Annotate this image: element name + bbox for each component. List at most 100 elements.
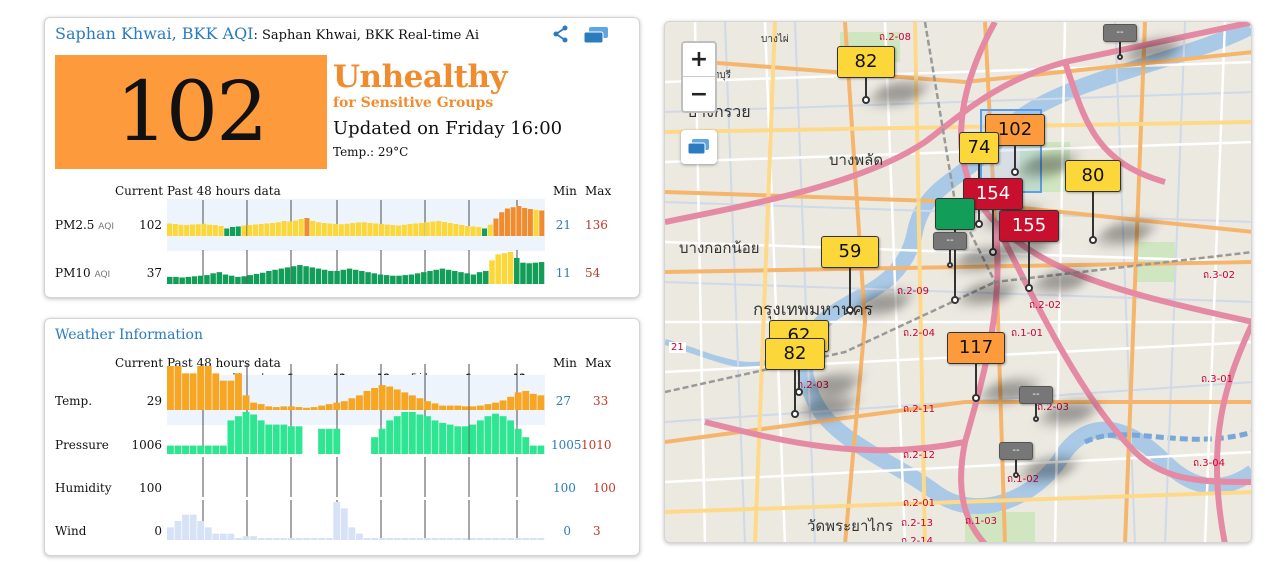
zoom-in-button[interactable]: +	[683, 43, 715, 77]
marker-aqi-value[interactable]: 59	[821, 236, 879, 268]
weather-row-sparkline[interactable]	[167, 457, 545, 497]
marker-aqi-value[interactable]: --	[1019, 386, 1053, 404]
aqi-level: Unhealthy	[333, 59, 508, 95]
data-bar	[327, 223, 333, 236]
data-bar	[297, 265, 303, 284]
data-bar	[174, 445, 182, 454]
data-bar	[408, 538, 416, 540]
weather-row-sparkline[interactable]	[167, 364, 545, 410]
data-bar	[167, 276, 173, 284]
map-place-label: บางพลัด	[829, 151, 884, 169]
data-bar	[401, 224, 407, 236]
data-bar	[280, 538, 288, 540]
data-bar	[445, 269, 452, 284]
marker-aqi-value[interactable]: --	[933, 232, 967, 250]
data-bar	[287, 538, 295, 540]
data-bar	[174, 521, 182, 540]
data-bar	[348, 398, 356, 410]
data-bar	[310, 407, 318, 410]
header-min: Min	[553, 184, 577, 198]
pm25-min: 21	[555, 218, 571, 232]
data-bar	[427, 270, 433, 284]
data-bar	[431, 403, 439, 410]
data-bar	[378, 538, 386, 540]
map-place-label: กรุงเทพมหานคร	[753, 300, 874, 320]
marker-aqi-value[interactable]: 82	[837, 46, 895, 78]
data-bar	[197, 521, 205, 540]
data-bar	[216, 272, 223, 284]
pm25-current: 102	[139, 218, 162, 232]
data-bar	[348, 527, 356, 540]
data-bar	[265, 538, 273, 540]
marker-stem	[1015, 460, 1017, 476]
layers-icon[interactable]	[583, 26, 609, 44]
data-bar	[424, 416, 431, 454]
data-bar	[315, 222, 321, 236]
data-bar	[499, 212, 505, 236]
data-bar	[439, 268, 446, 284]
data-bar	[499, 400, 507, 410]
data-bar	[537, 445, 545, 454]
station-name[interactable]: Saphan Khwai, BKK AQI	[55, 24, 254, 43]
data-bar	[401, 412, 409, 454]
map-layers-button[interactable]	[681, 130, 717, 164]
data-bar	[182, 514, 189, 540]
data-bar	[310, 538, 318, 540]
data-bar	[204, 275, 210, 284]
weather-row-current: 0	[154, 524, 162, 538]
data-bar	[527, 209, 533, 236]
marker-aqi-value[interactable]: 80	[1065, 160, 1121, 192]
data-bar	[195, 224, 201, 236]
weather-row-sparkline[interactable]	[167, 500, 545, 540]
data-bar	[537, 538, 545, 540]
marker-aqi-value[interactable]: --	[1103, 24, 1137, 42]
data-bar	[280, 424, 288, 454]
data-bar	[469, 406, 477, 410]
data-bar	[318, 405, 326, 410]
data-bar	[257, 404, 265, 410]
weather-row-current: 1006	[131, 438, 162, 452]
weather-row-max: 33	[593, 394, 609, 408]
data-bar	[340, 269, 347, 284]
marker-aqi-value[interactable]: 155	[999, 210, 1059, 242]
data-bar	[454, 538, 462, 540]
data-bar	[424, 538, 431, 540]
marker-aqi-value[interactable]: 74	[959, 132, 999, 164]
data-bar	[378, 224, 384, 236]
data-bar	[371, 273, 377, 284]
data-bar	[371, 437, 378, 454]
data-bar	[257, 538, 265, 540]
data-bar	[476, 272, 483, 284]
data-bar	[173, 276, 179, 284]
marker-aqi-value[interactable]: --	[999, 442, 1033, 460]
weather-row-sparkline[interactable]	[167, 410, 545, 454]
weather-row-max: 100	[593, 481, 616, 495]
marker-point	[989, 248, 997, 256]
marker-aqi-value[interactable]: 117	[947, 332, 1005, 364]
marker-aqi-value[interactable]: 82	[765, 338, 825, 370]
data-bar	[189, 514, 197, 540]
map-canvas[interactable]	[665, 22, 1252, 543]
marker-point	[972, 394, 980, 402]
zoom-out-button[interactable]: −	[689, 81, 709, 107]
data-bar	[408, 412, 416, 454]
share-icon[interactable]	[553, 25, 569, 43]
data-bar	[447, 223, 453, 236]
data-bar	[476, 405, 484, 410]
data-bar	[461, 406, 469, 410]
data-bar	[499, 416, 507, 454]
data-bar	[189, 224, 195, 236]
data-bar	[281, 221, 287, 236]
pm25-sparkline[interactable]	[167, 200, 545, 236]
pm10-sparkline[interactable]	[167, 250, 545, 284]
marker-point	[975, 220, 983, 228]
zoom-control: + −	[681, 41, 717, 113]
marker-aqi-value[interactable]	[935, 198, 975, 230]
data-bar	[493, 218, 499, 236]
map-panel[interactable]: บางกรวย บางพลัด บางกอกน้อย กรุงเทพมหานคร วัด…	[664, 21, 1252, 543]
pm10-max: 54	[585, 266, 601, 280]
data-bar	[431, 420, 439, 454]
data-bar	[439, 405, 447, 410]
data-bar	[373, 223, 379, 236]
map-layers-icon	[687, 139, 709, 155]
